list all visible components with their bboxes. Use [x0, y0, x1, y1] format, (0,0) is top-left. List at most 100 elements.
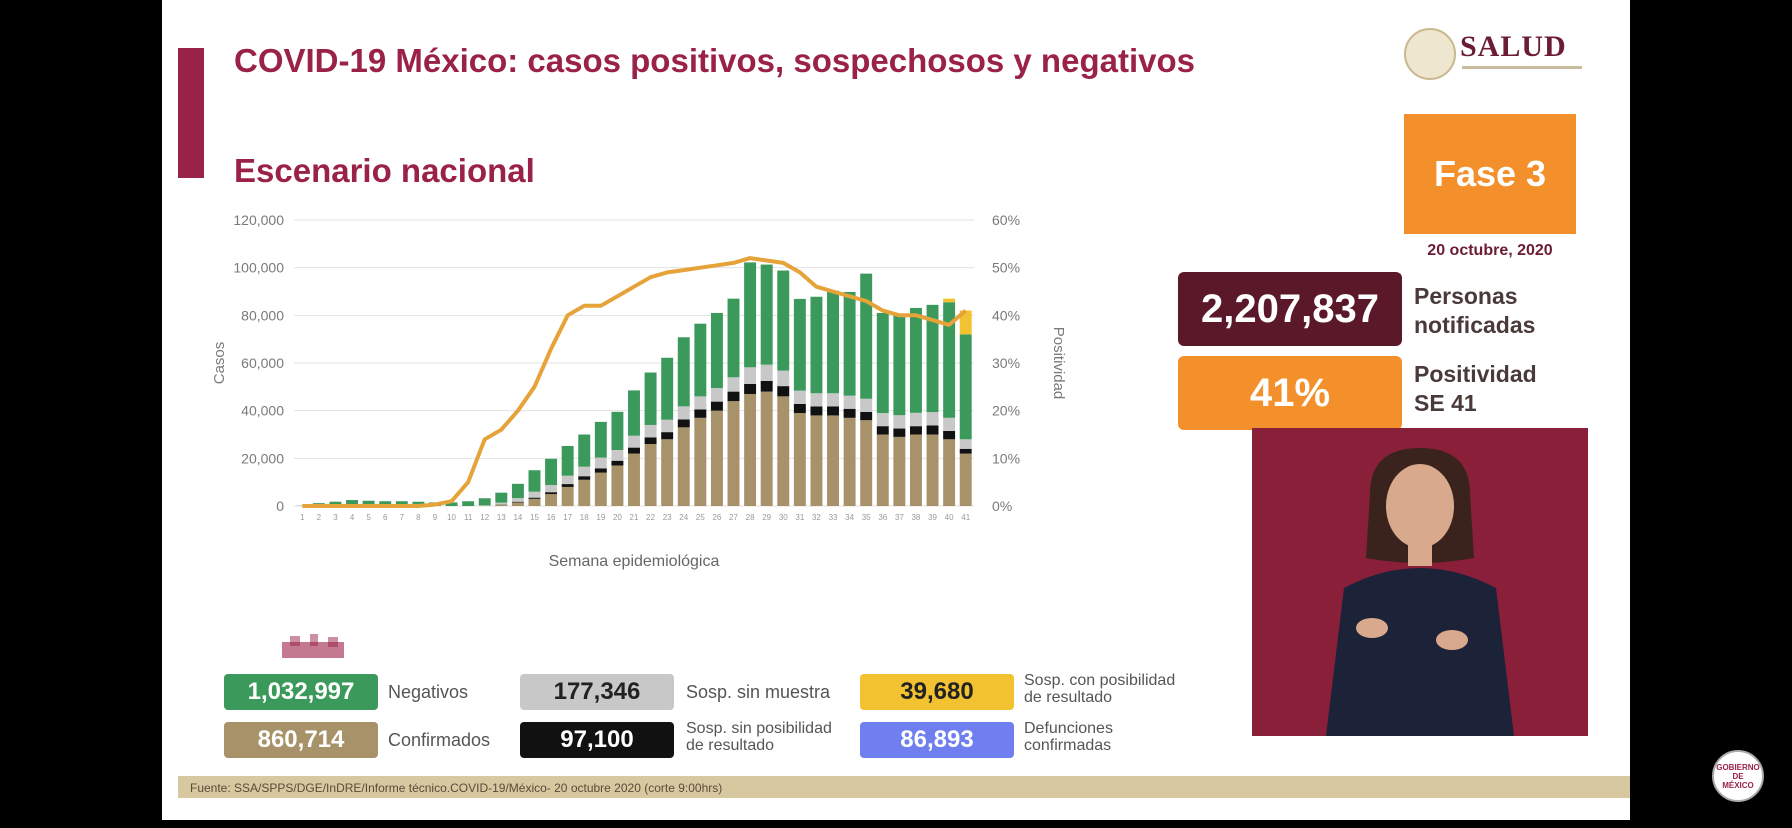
bar-sin-muestra — [495, 502, 508, 505]
bar-negativos — [346, 500, 359, 506]
bar-negativos — [495, 492, 508, 503]
bar-confirmados — [727, 401, 740, 506]
bar-confirmados — [926, 434, 939, 506]
x-tick-label: 9 — [433, 513, 438, 522]
bar-confirmados — [528, 498, 541, 506]
x-tick-label: 3 — [333, 513, 338, 522]
bar-sin-muestra — [959, 439, 972, 449]
bar-negativos — [545, 458, 558, 486]
y-axis-title: Casos — [211, 342, 228, 385]
y2-tick-label: 30% — [992, 355, 1020, 371]
x-axis-title: Semana epidemiológica — [549, 553, 720, 570]
x-tick-label: 26 — [712, 513, 721, 522]
bar-negativos — [710, 312, 723, 389]
bar-sin-posibilidad — [644, 437, 657, 445]
legend-con-posibilidad-box: 39,680 — [860, 674, 1014, 710]
bar-negativos — [860, 273, 873, 399]
x-tick-label: 22 — [646, 513, 655, 522]
x-tick-label: 17 — [563, 513, 572, 522]
bar-negativos — [843, 291, 856, 396]
bar-negativos — [412, 501, 425, 506]
legend-defunciones-label: Defunciones confirmadas — [1024, 720, 1113, 754]
bar-negativos — [395, 501, 408, 506]
source-bar — [178, 776, 1630, 798]
bar-sin-muestra — [860, 398, 873, 412]
bar-sin-posibilidad — [860, 411, 873, 421]
bar-negativos — [462, 501, 475, 506]
bar-sin-muestra — [727, 377, 740, 392]
slide: COVID-19 México: casos positivos, sospec… — [162, 0, 1630, 820]
bar-confirmados — [876, 434, 889, 506]
bar-negativos — [628, 390, 640, 436]
bar-sin-muestra — [893, 415, 906, 429]
bar-sin-posibilidad — [843, 408, 856, 418]
bar-con-posibilidad — [959, 310, 972, 335]
y-tick-label: 20,000 — [241, 450, 284, 466]
positivity-label: Positividad SE 41 — [1414, 361, 1537, 416]
bar-negativos — [677, 337, 690, 407]
x-tick-label: 23 — [663, 513, 672, 522]
bar-negativos — [926, 304, 939, 413]
bar-confirmados — [495, 504, 508, 506]
y2-tick-label: 50% — [992, 260, 1020, 276]
x-tick-label: 28 — [746, 513, 755, 522]
bar-confirmados — [760, 391, 773, 506]
bar-sin-muestra — [677, 406, 690, 420]
x-tick-label: 8 — [416, 513, 421, 522]
x-tick-label: 34 — [845, 513, 854, 522]
bar-confirmados — [594, 472, 607, 506]
x-tick-label: 36 — [878, 513, 887, 522]
bar-sin-posibilidad — [744, 383, 757, 394]
bar-sin-posibilidad — [628, 447, 640, 454]
x-tick-label: 32 — [812, 513, 821, 522]
y2-tick-label: 10% — [992, 450, 1020, 466]
legend-sin-muestra-box: 177,346 — [520, 674, 674, 710]
bar-negativos — [594, 421, 607, 458]
bar-confirmados — [661, 439, 674, 506]
x-tick-label: 25 — [696, 513, 705, 522]
legend-sin-posibilidad-label: Sosp. sin posibilidad de resultado — [686, 720, 832, 754]
positivity-value: 41% — [1178, 356, 1402, 430]
bar-negativos — [760, 264, 773, 365]
bar-negativos — [943, 302, 956, 418]
y-tick-label: 100,000 — [233, 260, 284, 276]
y-tick-label: 120,000 — [233, 212, 284, 228]
x-tick-label: 12 — [480, 513, 489, 522]
y2-tick-label: 0% — [992, 498, 1012, 514]
bar-sin-muestra — [594, 457, 607, 469]
bar-confirmados — [943, 439, 956, 506]
bar-sin-muestra — [744, 367, 757, 384]
x-tick-label: 33 — [829, 513, 838, 522]
x-tick-label: 4 — [350, 513, 355, 522]
event-logo-icon — [280, 632, 346, 660]
y-tick-label: 40,000 — [241, 403, 284, 419]
bar-negativos — [478, 498, 491, 506]
bar-sin-posibilidad — [528, 497, 541, 499]
bar-sin-muestra — [926, 412, 939, 426]
bar-sin-muestra — [827, 393, 839, 407]
x-tick-label: 2 — [317, 513, 322, 522]
bar-sin-posibilidad — [810, 406, 823, 416]
x-tick-label: 40 — [945, 513, 954, 522]
bar-sin-posibilidad — [727, 391, 740, 402]
bar-confirmados — [694, 417, 707, 506]
bar-confirmados — [810, 415, 823, 506]
bar-negativos — [661, 357, 674, 420]
logo-underline — [1462, 66, 1582, 69]
bar-sin-muestra — [528, 491, 541, 498]
bar-confirmados — [611, 465, 624, 506]
bar-confirmados — [744, 393, 757, 506]
x-tick-label: 35 — [862, 513, 871, 522]
notified-value: 2,207,837 — [1178, 272, 1402, 346]
bar-confirmados — [827, 415, 839, 506]
x-tick-label: 24 — [679, 513, 688, 522]
legend-con-posibilidad-label: Sosp. con posibilidad de resultado — [1024, 672, 1176, 706]
window-bottom-gap — [0, 820, 1792, 828]
x-tick-label: 1 — [300, 513, 305, 522]
bar-sin-posibilidad — [611, 460, 624, 466]
x-tick-label: 31 — [795, 513, 804, 522]
bar-sin-posibilidad — [760, 380, 773, 392]
bar-sin-posibilidad — [578, 476, 591, 480]
bar-sin-muestra — [628, 435, 640, 448]
bar-confirmados — [545, 494, 558, 506]
